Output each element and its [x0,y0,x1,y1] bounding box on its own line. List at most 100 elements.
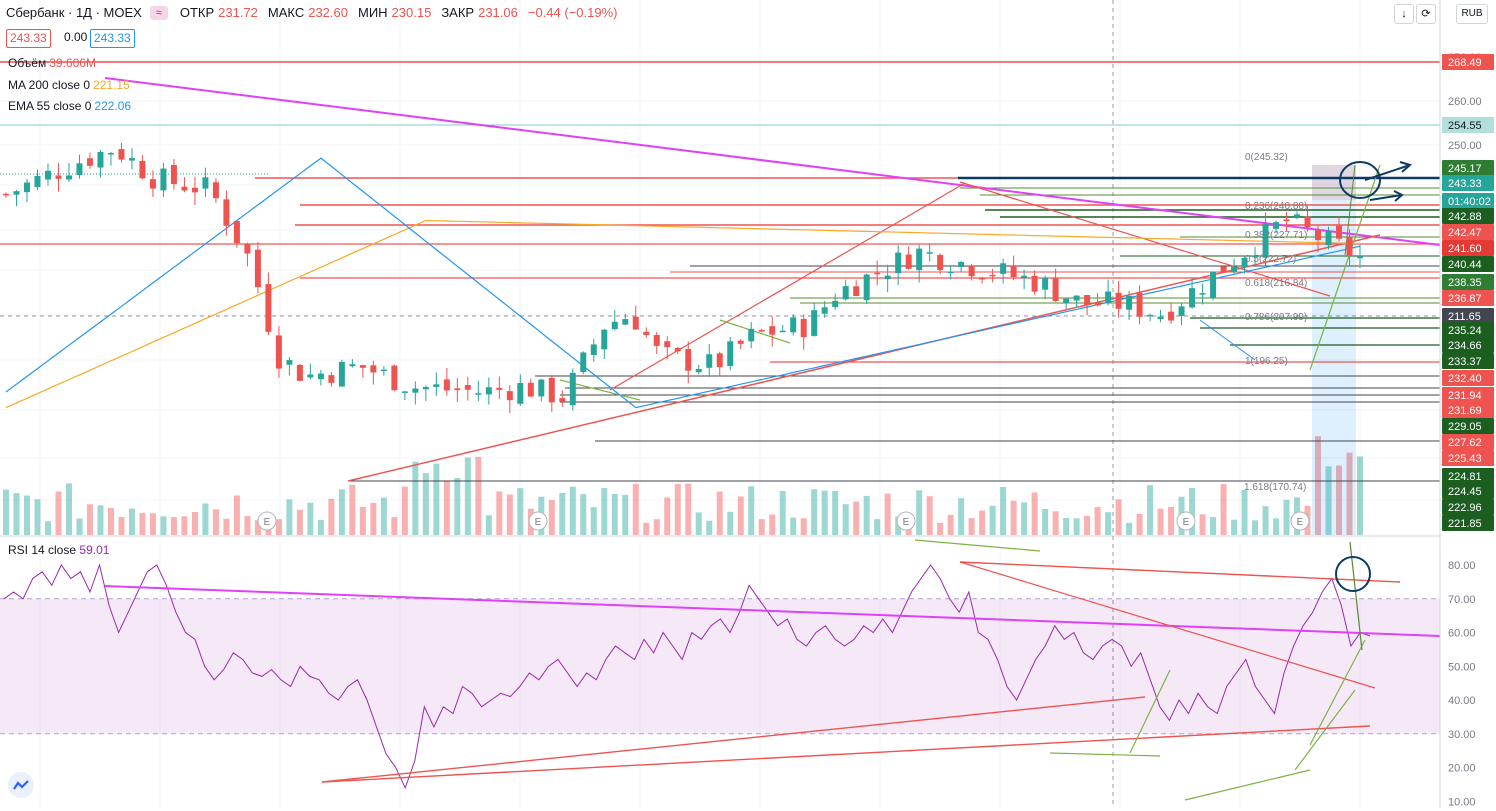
rsi-tick: 10.00 [1448,796,1476,808]
volume-bar [1315,436,1322,535]
volume-bar [160,516,167,535]
rsi-trend-line [1294,689,1356,771]
candle-body [107,153,114,155]
rsi-legend[interactable]: RSI 14 close 59.01 [8,543,109,557]
candle-body [737,340,744,344]
candle-body [244,243,251,254]
price-label: 221.85 [1448,518,1482,530]
volume-bar [1336,465,1343,535]
candle-body [55,175,62,179]
volume-bar [580,494,587,535]
volume-bar [55,491,62,535]
rsi-trend-line [959,561,1376,689]
volume-bar [475,456,482,535]
indicator-ma200[interactable]: MA 200 close 0 221.15 [8,78,130,92]
volume-bar [611,493,618,535]
tradingview-logo-icon[interactable] [8,772,34,798]
volume-bar [275,519,282,535]
volume-bar [370,502,377,535]
volume-bar [328,498,335,535]
candle-body [181,186,188,191]
rsi-tick: 20.00 [1448,763,1476,775]
candle-body [475,393,482,395]
volume-bar [769,514,776,535]
volume-bar [926,496,933,535]
event-markers: EEEEDE [257,511,1310,531]
scroll-down-icon[interactable]: ↓ [1394,4,1414,24]
candle-body [422,386,429,390]
indicator-ma200-name: MA 200 close 0 [8,78,91,92]
high-label: МАКС [267,5,305,20]
price-label: 236.87 [1448,293,1482,305]
volume-bar [737,496,744,535]
volume-bar [34,499,41,535]
volume-bar [1283,499,1290,535]
volume-bar [118,517,125,535]
event-marker-label: E [903,517,910,528]
fib-label: 0.786(207.99) [1245,312,1307,323]
rsi-trend-line [1049,752,1161,757]
volume-bar [349,484,356,535]
volume-bar [632,483,639,535]
indicator-volume[interactable]: Объём 39.606M [8,56,96,70]
candle-body [926,252,933,254]
price-label: 227.62 [1448,437,1482,449]
candle-body [1273,222,1280,229]
volume-bar [443,480,450,535]
price-label-bg [1442,483,1494,499]
candle-body [716,353,723,368]
ask-price[interactable]: 243.33 [90,29,135,48]
price-label-bg [1442,54,1494,70]
candle-body [191,187,198,193]
price-label-bg [1442,499,1494,515]
candle-body [1315,229,1322,241]
currency-button[interactable]: RUB [1456,4,1488,24]
volume-bar [706,520,713,535]
compare-icon[interactable]: ≈ [149,5,168,20]
rsi-circle-annotation [1335,556,1371,592]
candle-body [1325,230,1332,246]
event-marker-label: E [1297,517,1304,528]
candle-body [1262,223,1269,258]
volume-bar [853,501,860,535]
fib-label: 1(196.25) [1245,356,1288,367]
price-label: 232.40 [1448,373,1482,385]
volume-bar [464,457,471,535]
price-label: 238.35 [1448,277,1482,289]
candle-body [97,151,104,168]
indicator-ema55-name: EMA 55 close 0 [8,99,92,113]
volume-bar [1000,486,1007,535]
volume-bar [1210,517,1217,535]
price-label-bg [1442,515,1494,531]
candle-body [842,286,849,300]
candle-body [622,319,629,325]
candle-body [884,275,891,280]
candle-body [380,369,387,372]
candle-body [254,249,261,288]
price-label-bg [1442,468,1494,484]
trend-line [347,234,1381,482]
volume-bar [97,505,104,535]
bid-price[interactable]: 243.33 [6,29,51,48]
refresh-icon[interactable]: ⟳ [1416,4,1436,24]
volume-bar [233,495,240,535]
volume-bar [947,514,954,535]
symbol-title[interactable]: Сбербанк · 1Д · MOEX [6,5,142,20]
indicator-ema55[interactable]: EMA 55 close 0 222.06 [8,99,131,113]
volume-bar [485,515,492,535]
fib-label: 1.618(170.74) [1244,482,1306,493]
candle-body [863,274,870,301]
rsi-trend-line [104,585,1441,637]
candle-body [443,379,450,391]
candle-body [1283,219,1290,222]
volume-bar [653,519,660,535]
volume-bar [317,519,324,535]
candle-body [1042,278,1049,290]
rsi-trend-line [1309,639,1366,746]
volume-bar [202,503,209,535]
candle-body [1105,291,1112,303]
candle-body [118,149,125,160]
volume-bar [1199,514,1206,535]
price-label: 229.05 [1448,421,1482,433]
